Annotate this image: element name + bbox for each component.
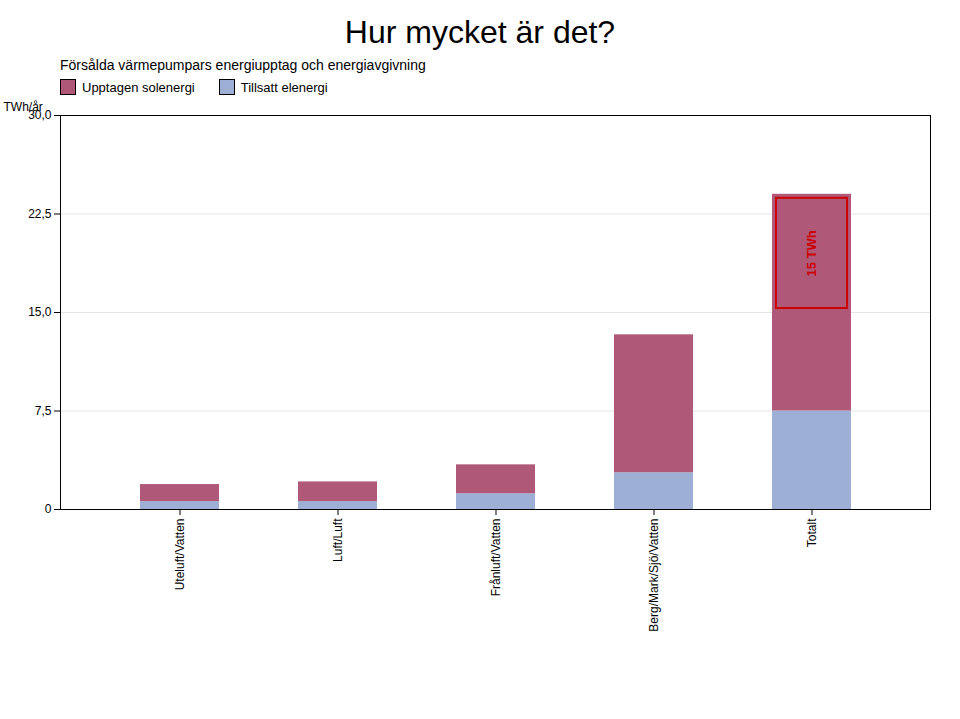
html-text:Tillsatt elenergi: Tillsatt elenergi <box>240 79 328 95</box>
svg-text:7,5: 7,5 <box>35 404 52 418</box>
html-text:Upptagen solenergi: Upptagen solenergi <box>82 79 195 95</box>
svg-text:15 TWh: 15 TWh <box>804 230 819 276</box>
html-text:Försålda värmepumpars energiup: Försålda värmepumpars energiupptag och e… <box>60 57 426 73</box>
svg-text:22,5: 22,5 <box>28 207 52 221</box>
svg-text:Uteluft/Vatten: Uteluft/Vatten <box>173 519 187 591</box>
html-text:Hur mycket är det?: Hur mycket är det? <box>344 14 616 50</box>
svg-text:15,0: 15,0 <box>28 305 52 319</box>
svg-text:Frånluft/Vatten: Frånluft/Vatten <box>489 519 503 597</box>
svg-text:Luft/Luft: Luft/Luft <box>331 518 345 562</box>
svg-text:Berg/Mark/Sjö/Vatten: Berg/Mark/Sjö/Vatten <box>647 519 661 632</box>
svg-text:30,0: 30,0 <box>28 108 52 123</box>
svg-text:TWh/år: TWh/år <box>4 100 43 114</box>
svg-text:Totalt: Totalt <box>805 518 819 547</box>
svg-text:0: 0 <box>45 502 52 516</box>
